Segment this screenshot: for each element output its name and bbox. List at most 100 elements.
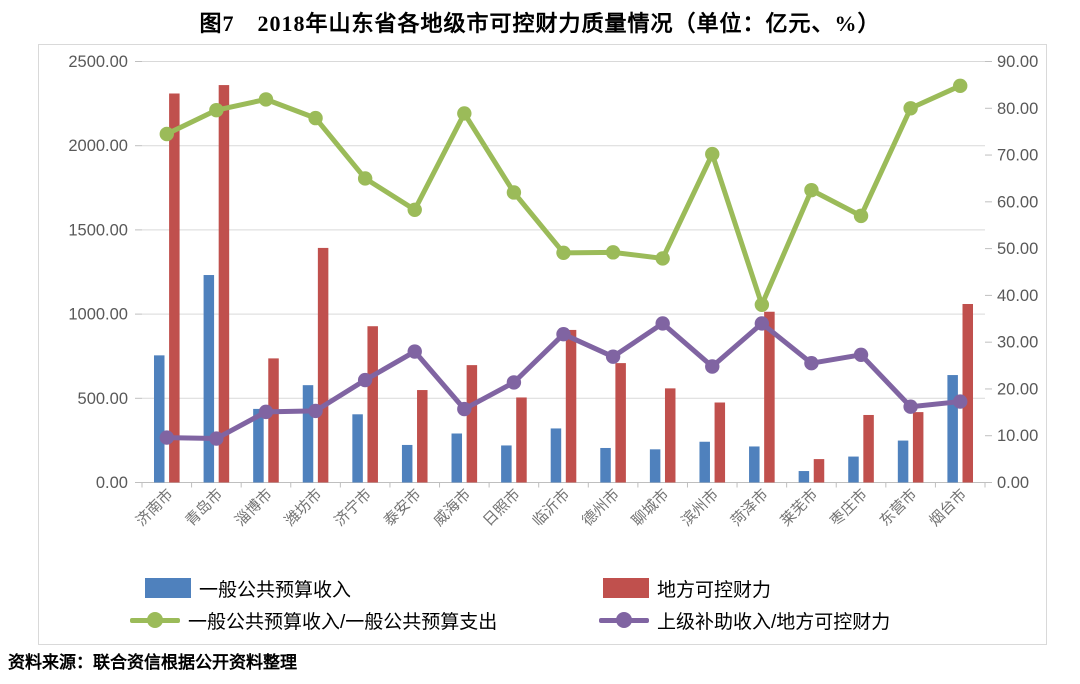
bar-general-budget-revenue-德州市: [600, 447, 611, 483]
point-revenue-to-expenditure-ratio-东营市: [903, 101, 918, 116]
point-subsidy-to-resources-ratio-临沂市: [556, 327, 571, 342]
bar-local-controllable-resources-淄博市: [268, 358, 279, 483]
legend-swatch-blue-bar: [145, 578, 191, 598]
point-revenue-to-expenditure-ratio-威海市: [457, 106, 472, 121]
right-axis-tick-label: 0.00: [997, 474, 1029, 492]
legend-marker-green-line: [130, 612, 180, 628]
chart-frame: [38, 44, 1047, 645]
left-axis-tick-label: 2000.00: [68, 137, 128, 155]
bar-local-controllable-resources-威海市: [466, 365, 478, 483]
legend-item-local-controllable-resources: 地方可控财力: [603, 576, 772, 601]
legend-item-subsidy-resources-ratio: 上级补助收入/地方可控财力: [599, 608, 891, 633]
point-subsidy-to-resources-ratio-日照市: [506, 375, 522, 390]
legend-label: 地方可控财力: [657, 579, 772, 601]
legend-label: 一般公共预算收入/一般公共预算支出: [188, 611, 498, 633]
bar-general-budget-revenue-菏泽市: [749, 446, 760, 483]
point-subsidy-to-resources-ratio-济宁市: [357, 372, 373, 388]
bar-local-controllable-resources-济南市: [169, 93, 180, 483]
point-revenue-to-expenditure-ratio-济南市: [159, 126, 174, 142]
chart-title: 图7 2018年山东省各地级市可控财力质量情况（单位：亿元、%）: [199, 11, 881, 36]
bar-general-budget-revenue-东营市: [897, 440, 909, 483]
bar-local-controllable-resources-临沂市: [565, 329, 577, 483]
right-axis-tick-label: 50.00: [997, 240, 1038, 258]
bar-local-controllable-resources-泰安市: [417, 390, 428, 483]
point-subsidy-to-resources-ratio-滨州市: [705, 359, 720, 374]
right-axis-tick-label: 40.00: [997, 287, 1038, 305]
bar-general-budget-revenue-潍坊市: [302, 385, 314, 483]
bar-general-budget-revenue-淄博市: [253, 408, 264, 483]
bar-local-controllable-resources-潍坊市: [317, 247, 329, 483]
point-revenue-to-expenditure-ratio-菏泽市: [754, 297, 770, 312]
bar-local-controllable-resources-日照市: [516, 397, 527, 483]
bar-general-budget-revenue-烟台市: [947, 375, 958, 483]
legend-item-revenue-expenditure-ratio: 一般公共预算收入/一般公共预算支出: [130, 608, 498, 633]
bar-local-controllable-resources-青岛市: [218, 85, 230, 483]
bar-general-budget-revenue-济南市: [153, 355, 165, 483]
point-subsidy-to-resources-ratio-枣庄市: [853, 347, 869, 362]
bar-general-budget-revenue-莱芜市: [798, 471, 810, 483]
bar-local-controllable-resources-滨州市: [714, 402, 726, 483]
point-revenue-to-expenditure-ratio-泰安市: [407, 202, 422, 217]
point-subsidy-to-resources-ratio-威海市: [457, 401, 472, 417]
point-subsidy-to-resources-ratio-烟台市: [953, 394, 968, 409]
point-subsidy-to-resources-ratio-济南市: [159, 430, 174, 445]
left-axis-tick-label: 0.00: [96, 474, 128, 492]
point-revenue-to-expenditure-ratio-聊城市: [655, 251, 670, 266]
bar-local-controllable-resources-莱芜市: [813, 459, 825, 483]
point-revenue-to-expenditure-ratio-德州市: [605, 245, 621, 260]
point-revenue-to-expenditure-ratio-济宁市: [357, 171, 373, 186]
point-revenue-to-expenditure-ratio-滨州市: [705, 146, 720, 162]
bar-general-budget-revenue-济宁市: [352, 414, 363, 483]
bar-local-controllable-resources-东营市: [912, 412, 924, 483]
right-axis-tick-label: 60.00: [997, 193, 1038, 211]
right-axis-tick-label: 20.00: [997, 380, 1038, 398]
bar-local-controllable-resources-烟台市: [962, 303, 974, 483]
right-axis-tick-label: 10.00: [997, 427, 1038, 445]
bar-local-controllable-resources-枣庄市: [863, 414, 874, 483]
point-subsidy-to-resources-ratio-泰安市: [407, 344, 422, 359]
point-revenue-to-expenditure-ratio-日照市: [506, 185, 522, 200]
bar-general-budget-revenue-威海市: [451, 433, 463, 483]
legend-swatch-red-bar: [603, 578, 649, 598]
bar-general-budget-revenue-青岛市: [203, 275, 215, 483]
point-subsidy-to-resources-ratio-东营市: [903, 399, 918, 414]
point-subsidy-to-resources-ratio-德州市: [605, 349, 621, 364]
bar-general-budget-revenue-临沂市: [550, 428, 562, 483]
legend-label: 上级补助收入/地方可控财力: [657, 611, 891, 633]
right-axis-tick-label: 90.00: [997, 53, 1038, 71]
bar-general-budget-revenue-日照市: [501, 445, 512, 483]
point-subsidy-to-resources-ratio-莱芜市: [804, 356, 819, 371]
point-revenue-to-expenditure-ratio-烟台市: [953, 78, 968, 94]
bar-general-budget-revenue-泰安市: [401, 444, 413, 483]
point-revenue-to-expenditure-ratio-枣庄市: [853, 208, 869, 224]
bar-general-budget-revenue-滨州市: [699, 441, 710, 483]
point-revenue-to-expenditure-ratio-淄博市: [258, 92, 274, 107]
right-axis-tick-label: 30.00: [997, 334, 1038, 352]
bar-local-controllable-resources-菏泽市: [764, 311, 775, 483]
bar-local-controllable-resources-德州市: [615, 363, 626, 483]
point-revenue-to-expenditure-ratio-莱芜市: [804, 182, 819, 198]
right-axis-tick-label: 80.00: [997, 100, 1038, 118]
legend-marker-purple-line: [599, 612, 649, 628]
point-revenue-to-expenditure-ratio-潍坊市: [308, 110, 323, 126]
left-axis-tick-label: 1500.00: [68, 221, 128, 239]
point-subsidy-to-resources-ratio-聊城市: [655, 316, 670, 331]
bar-general-budget-revenue-聊城市: [649, 449, 661, 483]
left-axis-tick-label: 1000.00: [68, 306, 128, 324]
left-axis-tick-label: 500.00: [78, 390, 128, 408]
point-subsidy-to-resources-ratio-潍坊市: [308, 403, 323, 419]
bar-general-budget-revenue-枣庄市: [848, 456, 859, 483]
point-revenue-to-expenditure-ratio-青岛市: [209, 102, 224, 118]
bar-local-controllable-resources-聊城市: [664, 388, 676, 483]
right-axis-tick-label: 70.00: [997, 147, 1038, 165]
point-revenue-to-expenditure-ratio-临沂市: [556, 245, 571, 261]
bar-local-controllable-resources-济宁市: [367, 326, 378, 483]
point-subsidy-to-resources-ratio-淄博市: [258, 404, 274, 420]
left-axis-tick-label: 2500.00: [68, 53, 128, 71]
legend-label: 一般公共预算收入: [199, 579, 352, 601]
source-note: 资料来源：联合资信根据公开资料整理: [8, 653, 297, 672]
point-subsidy-to-resources-ratio-青岛市: [209, 431, 224, 446]
legend-item-general-budget-revenue: 一般公共预算收入: [145, 576, 352, 601]
